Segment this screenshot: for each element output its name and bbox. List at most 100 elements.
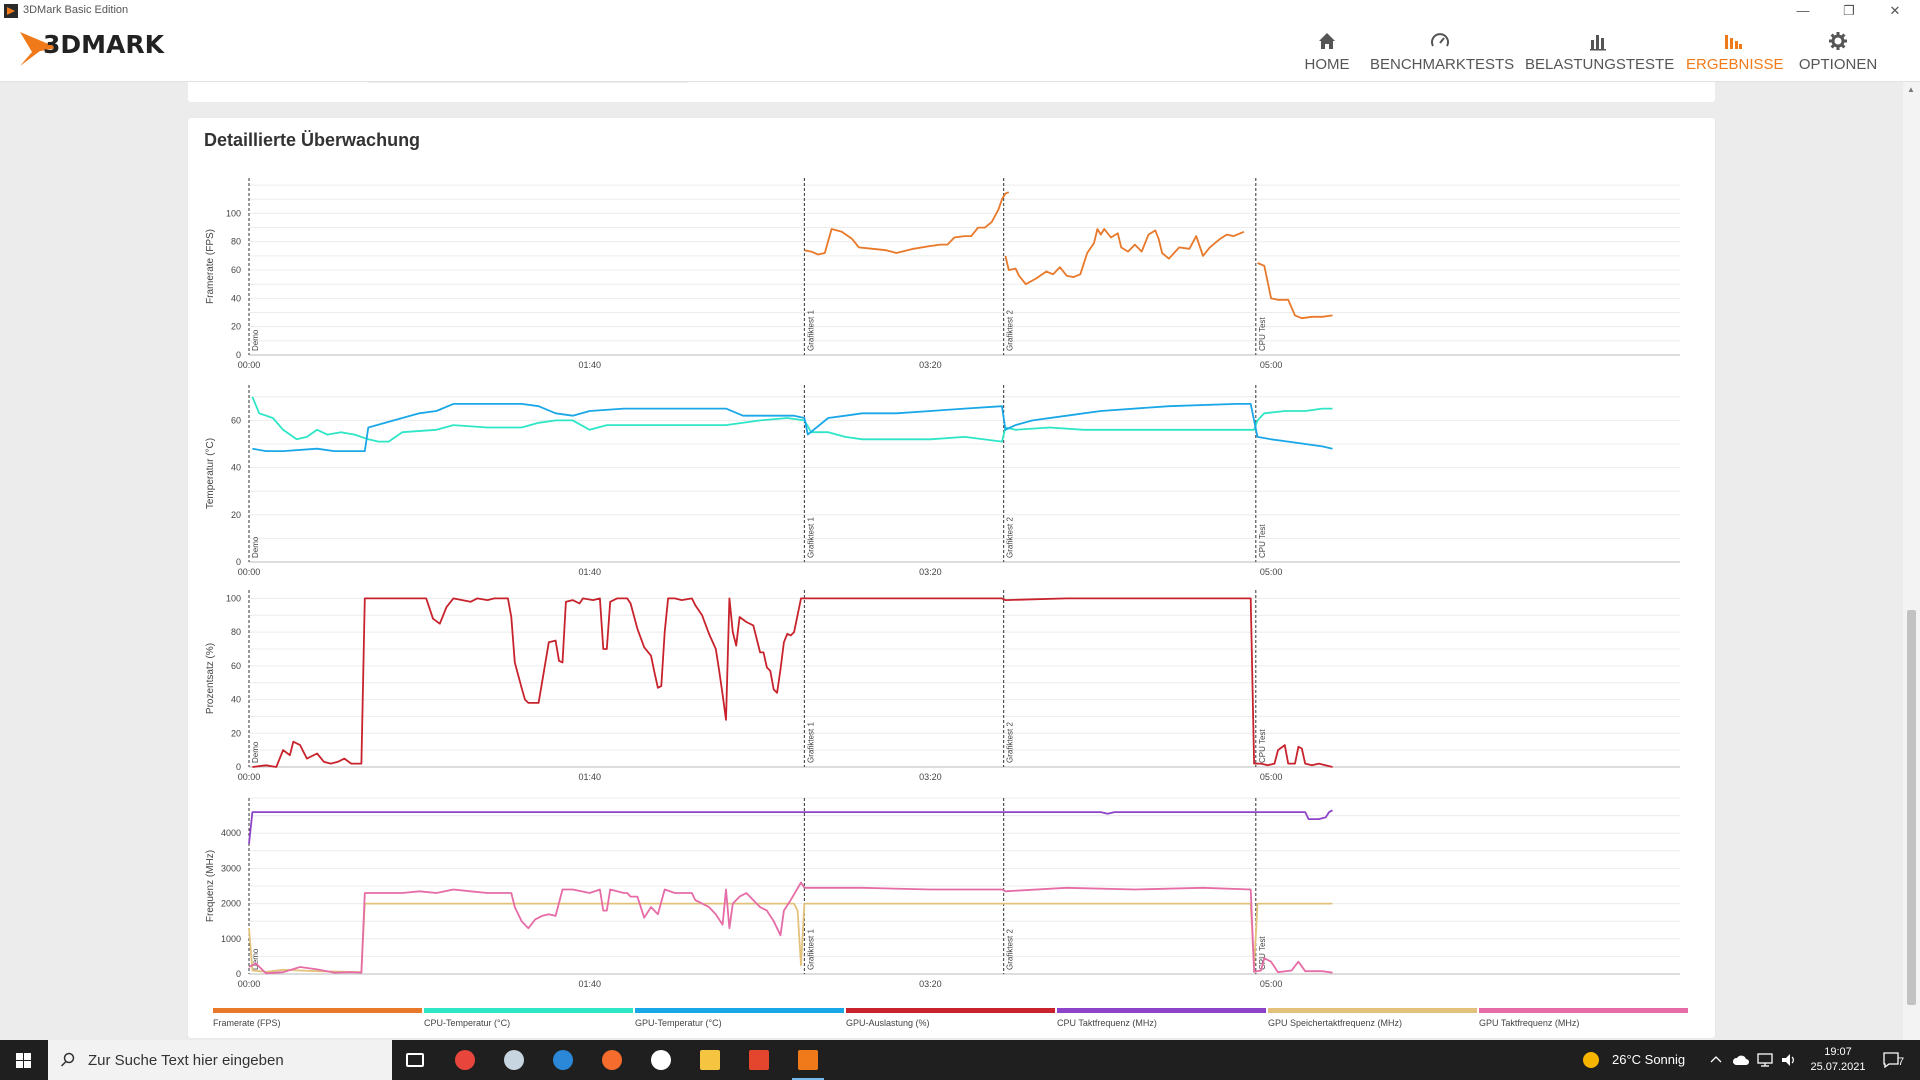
- chrome-icon: [455, 1050, 475, 1070]
- x-tick-label: 05:00: [1260, 772, 1283, 782]
- x-tick-label: 05:00: [1260, 567, 1283, 577]
- legend-item[interactable]: GPU-Auslastung (%): [846, 1008, 1055, 1032]
- notification-center-button[interactable]: 7: [1878, 1040, 1920, 1080]
- y-tick-label: 60: [231, 415, 241, 425]
- legend-color-bar: [213, 1008, 422, 1013]
- nav-optionen-label: OPTIONEN: [1798, 56, 1878, 73]
- y-tick-label: 0: [236, 557, 241, 567]
- y-tick-label: 80: [231, 627, 241, 637]
- steam-taskbar-button[interactable]: [490, 1040, 538, 1080]
- steam-icon: [504, 1050, 524, 1070]
- test-marker-label: Grafiktest 2: [1006, 517, 1015, 558]
- gear-icon: [1829, 32, 1847, 50]
- legend-item[interactable]: CPU Taktfrequenz (MHz): [1057, 1008, 1266, 1032]
- x-tick-label: 03:20: [919, 567, 942, 577]
- office-taskbar-button[interactable]: [735, 1040, 783, 1080]
- title-bar: 3DMark Basic Edition — ❐ ✕: [0, 0, 1920, 22]
- y-tick-label: 0: [236, 350, 241, 360]
- scroll-thumb[interactable]: [1907, 610, 1916, 1005]
- x-tick-label: 00:00: [238, 979, 261, 989]
- file-explorer-taskbar-button[interactable]: [686, 1040, 734, 1080]
- nav-benchmarktests[interactable]: BENCHMARKTESTS: [1370, 30, 1514, 80]
- office-icon: [749, 1050, 769, 1070]
- y-tick-label: 80: [231, 237, 241, 247]
- legend-item[interactable]: GPU-Temperatur (°C): [635, 1008, 844, 1032]
- cloud-icon[interactable]: [1732, 1053, 1750, 1067]
- x-tick-label: 01:40: [578, 979, 601, 989]
- network-icon[interactable]: [1756, 1052, 1774, 1068]
- test-marker-label: CPU Test: [1258, 524, 1267, 558]
- chrome-taskbar-button[interactable]: [441, 1040, 489, 1080]
- legend-label: CPU-Temperatur (°C): [424, 1018, 511, 1028]
- y-axis-label: Prozentsatz (%): [205, 643, 216, 714]
- nav-belastungsteste[interactable]: BELASTUNGSTESTE: [1525, 30, 1675, 80]
- y-tick-label: 20: [231, 510, 241, 520]
- x-tick-label: 05:00: [1260, 979, 1283, 989]
- nav-optionen[interactable]: OPTIONEN: [1794, 30, 1882, 80]
- home-icon: [1319, 33, 1335, 49]
- minimize-button[interactable]: —: [1796, 3, 1810, 18]
- bluetooth-icon: [553, 1050, 573, 1070]
- y-tick-label: 100: [226, 208, 241, 218]
- show-hidden-icons-icon[interactable]: [1710, 1054, 1722, 1066]
- series-line: [1004, 228, 1245, 286]
- section-title: Detaillierte Überwachung: [204, 130, 421, 150]
- gauge-icon: [1431, 33, 1449, 47]
- x-tick-label: 01:40: [578, 360, 601, 370]
- series-line: [248, 902, 1333, 974]
- search-icon: [60, 1052, 75, 1067]
- nav-belastungsteste-label: BELASTUNGSTESTE: [1525, 56, 1675, 73]
- test-marker-label: Demo: [251, 741, 260, 763]
- volume-icon[interactable]: [1780, 1052, 1798, 1068]
- scroll-up-arrow-icon[interactable]: ▲: [1907, 85, 1915, 94]
- restore-button[interactable]: ❐: [1843, 3, 1855, 18]
- legend-item[interactable]: GPU Speichertaktfrequenz (MHz): [1268, 1008, 1477, 1032]
- 3dmark-logo[interactable]: [18, 30, 228, 70]
- test-marker-label: CPU Test: [1258, 729, 1267, 763]
- 3dmark-icon: [798, 1050, 818, 1070]
- x-tick-label: 00:00: [238, 772, 261, 782]
- weather-text[interactable]: 26°C Sonnig: [1612, 1052, 1686, 1067]
- clock[interactable]: 19:07 25.07.2021: [1810, 1045, 1866, 1075]
- taskbar-search[interactable]: Zur Suche Text hier eingeben: [48, 1040, 392, 1080]
- start-button[interactable]: [0, 1040, 48, 1080]
- legend-label: GPU-Temperatur (°C): [635, 1018, 722, 1028]
- test-marker-label: Grafiktest 1: [806, 722, 815, 763]
- origin-taskbar-button[interactable]: [588, 1040, 636, 1080]
- origin-icon: [602, 1050, 622, 1070]
- y-tick-label: 2000: [221, 899, 241, 909]
- windows-icon: [16, 1053, 31, 1068]
- test-marker-label: Demo: [251, 948, 260, 970]
- legend-item[interactable]: Framerate (FPS): [213, 1008, 422, 1032]
- series-line: [251, 396, 1333, 443]
- ubisoft-taskbar-button[interactable]: [637, 1040, 685, 1080]
- legend-color-bar: [1479, 1008, 1688, 1013]
- test-marker-label: Demo: [251, 329, 260, 351]
- 3dmark-taskbar-button[interactable]: [784, 1040, 832, 1080]
- bluetooth-taskbar-button[interactable]: [539, 1040, 587, 1080]
- notification-count: 7: [1898, 1056, 1905, 1068]
- nav-home[interactable]: HOME: [1295, 30, 1359, 80]
- nav-ergebnisse[interactable]: ERGEBNISSE: [1686, 30, 1784, 80]
- legend-label: GPU Taktfrequenz (MHz): [1479, 1018, 1580, 1028]
- series-line: [248, 809, 1333, 844]
- x-tick-label: 03:20: [919, 360, 942, 370]
- notification-icon: [1883, 1052, 1899, 1069]
- y-axis-label: Temperatur (°C): [205, 438, 216, 509]
- legend-item[interactable]: CPU-Temperatur (°C): [424, 1008, 633, 1032]
- y-tick-label: 40: [231, 463, 241, 473]
- x-tick-label: 03:20: [919, 979, 942, 989]
- y-tick-label: 40: [231, 695, 241, 705]
- close-button[interactable]: ✕: [1889, 3, 1901, 18]
- app-header: 3DMARK HOME BENCHMARKTESTS BELASTUNGSTES…: [0, 22, 1920, 82]
- scrollbar[interactable]: ▲: [1903, 82, 1920, 1040]
- sun-icon[interactable]: [1583, 1052, 1599, 1068]
- logo-text: 3DMARK: [43, 30, 164, 59]
- task-view-taskbar-button[interactable]: [392, 1040, 440, 1080]
- test-marker-label: CPU Test: [1258, 936, 1267, 970]
- y-tick-label: 0: [236, 969, 241, 979]
- y-axis-label: Framerate (FPS): [205, 229, 216, 304]
- legend-color-bar: [1268, 1008, 1477, 1013]
- x-tick-label: 01:40: [578, 567, 601, 577]
- legend-item[interactable]: GPU Taktfrequenz (MHz): [1479, 1008, 1688, 1032]
